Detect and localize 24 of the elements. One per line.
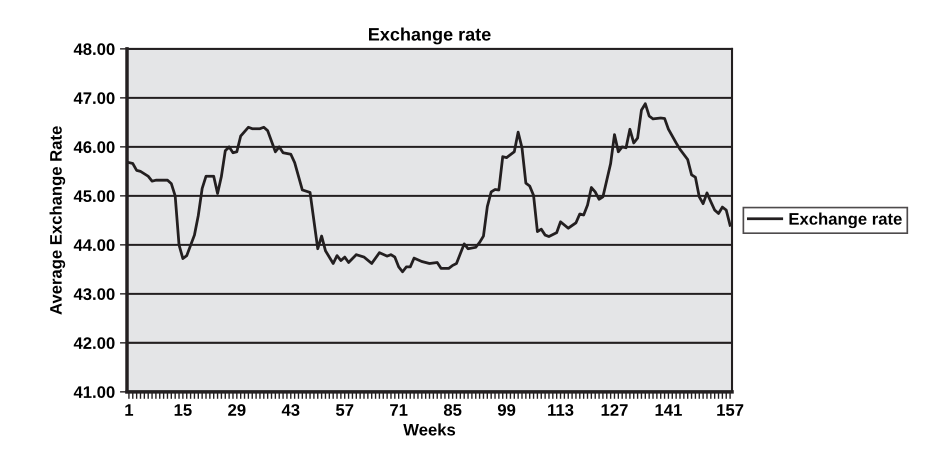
x-tick-label: 85 [444, 404, 462, 416]
y-tick-label: 42.00 [74, 337, 115, 350]
x-axis-title: Weeks [403, 423, 456, 436]
x-tick-label: 57 [336, 404, 354, 416]
y-axis-title: Average Exchange Rate [50, 126, 66, 315]
x-tick-label: 113 [548, 404, 574, 416]
legend-label: Exchange rate [789, 212, 902, 228]
x-tick-label: 157 [717, 404, 744, 416]
chart-title: Exchange rate [369, 27, 491, 44]
y-tick-label: 45.00 [74, 190, 115, 202]
y-tick-label: 47.00 [74, 92, 115, 104]
y-tick-label: 41.00 [74, 386, 115, 398]
x-tick-label: 29 [228, 404, 246, 416]
y-tick-label: 46.00 [74, 141, 115, 154]
x-tick-label: 99 [498, 404, 516, 416]
x-tick-label: 71 [390, 404, 408, 416]
y-tick-label: 44.00 [74, 239, 115, 252]
x-tick-label: 15 [174, 404, 192, 416]
x-tick-label: 127 [602, 404, 628, 416]
x-tick-label: 1 [125, 404, 134, 416]
x-tick-label: 43 [282, 404, 300, 416]
y-tick-label: 43.00 [74, 288, 115, 300]
y-tick-label: 48.00 [74, 43, 115, 56]
x-tick-label: 141 [656, 404, 682, 416]
